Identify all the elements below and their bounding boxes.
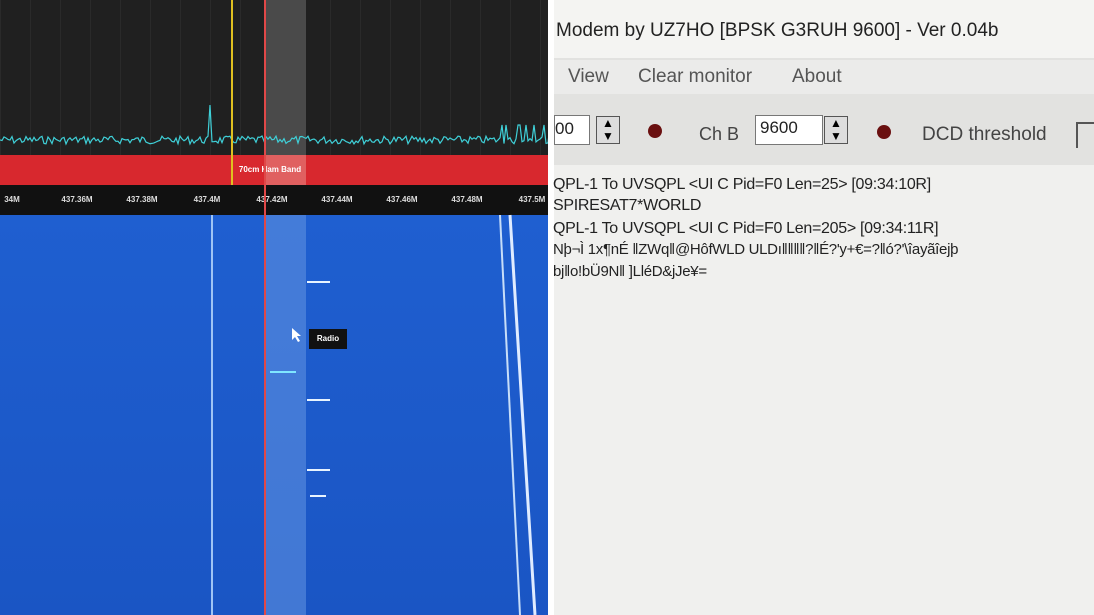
frequency-label: 437.5M (519, 195, 546, 204)
frequency-labels: 34M 437.36M 437.38M 437.4M 437.42M 437.44M 437… (4, 195, 545, 204)
waterfall-streak (499, 214, 521, 615)
monitor-area (554, 165, 1094, 615)
sdr-panel: 70cm Ham Band 34M 437.36M 437.38M 437.4M 437… (0, 0, 550, 615)
tooltip-text: Radio (317, 334, 339, 343)
dcd-input[interactable] (1076, 122, 1094, 148)
channel-a-input[interactable]: 00 (554, 115, 590, 145)
frequency-label: 437.44M (321, 195, 352, 204)
band-label: 70cm Ham Band (239, 165, 301, 174)
frequency-label: 34M (4, 195, 20, 204)
frequency-label: 437.38M (126, 195, 157, 204)
monitor-line: bj‖o!bÜ9N‖ ]LléD&jJe¥= (553, 263, 707, 280)
frequency-label: 437.42M (256, 195, 287, 204)
spin-button[interactable]: ▲ ▼ (824, 116, 848, 144)
window-title: Modem by UZ7HO [BPSK G3RUH 9600] - Ver 0… (556, 20, 999, 41)
frequency-label: 437.36M (61, 195, 92, 204)
frequency-label: 437.46M (386, 195, 417, 204)
monitor-line: QPL-1 To UVSQPL <UI C Pid=F0 Len=205> [0… (553, 220, 939, 237)
menu-bar (554, 60, 1094, 94)
spin-button[interactable]: ▲ ▼ (596, 116, 620, 144)
channel-b-label: Ch B (699, 124, 740, 144)
cursor (292, 328, 301, 342)
menu-item[interactable]: View (568, 66, 609, 87)
spectrum-trace (0, 104, 550, 146)
modem-window: Modem by UZ7HO [BPSK G3RUH 9600] - Ver 0… (554, 0, 1094, 615)
dcd-label: DCD threshold (922, 124, 1047, 145)
waterfall-streak (508, 214, 537, 615)
filter-band (266, 0, 306, 155)
status-led (877, 125, 891, 139)
channel-b-input[interactable]: 9600 (755, 115, 823, 145)
frequency-axis (0, 185, 550, 215)
divider (548, 0, 554, 615)
menu-item[interactable]: About (792, 66, 842, 87)
title-bar (554, 0, 1094, 58)
monitor-line: Nþ¬Ì 1x¶nÉ ‖ZWq‖@HôfWLD ULDı‖‖‖‖?‖É?'y+€… (553, 241, 959, 258)
signal-dashes (270, 281, 330, 497)
frequency-label: 437.4M (194, 195, 221, 204)
monitor-line: SPIRESAT7*WORLD (553, 197, 702, 214)
menu-item[interactable]: Clear monitor (638, 66, 753, 87)
monitor-line: QPL-1 To UVSQPL <UI C Pid=F0 Len=25> [09… (553, 176, 931, 193)
waterfall-band (266, 215, 306, 615)
band-highlight (266, 155, 306, 185)
status-led (648, 124, 662, 138)
frequency-label: 437.48M (451, 195, 482, 204)
tooltip (309, 329, 347, 349)
